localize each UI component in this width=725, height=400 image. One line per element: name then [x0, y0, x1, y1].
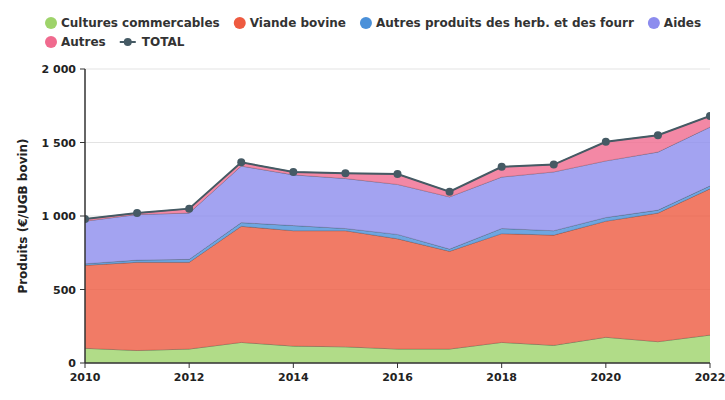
total-line	[85, 116, 710, 219]
total-marker	[446, 188, 454, 196]
x-tick-label: 2016	[382, 371, 413, 384]
total-marker	[185, 205, 193, 213]
y-tick-label: 2 000	[42, 63, 77, 76]
total-marker	[133, 209, 141, 217]
x-tick-label: 2020	[591, 371, 622, 384]
legend-item: Cultures commercables	[45, 16, 220, 30]
x-tick-label: 2018	[486, 371, 517, 384]
total-marker	[341, 169, 349, 177]
y-axis-label: Produits (€/UGB bovin)	[16, 138, 30, 293]
total-marker	[237, 158, 245, 166]
legend-label: TOTAL	[142, 35, 185, 49]
legend-swatch	[45, 36, 57, 48]
y-tick-label: 1 500	[42, 137, 77, 150]
grid-line	[85, 363, 710, 364]
area	[85, 116, 710, 221]
y-tick-label: 500	[53, 284, 76, 297]
total-marker	[289, 168, 297, 176]
y-tick-label: 0	[68, 357, 76, 370]
legend-swatch	[360, 17, 372, 29]
y-tick-label: 1 000	[42, 210, 77, 223]
total-marker	[394, 170, 402, 178]
legend-swatch	[45, 17, 57, 29]
legend-item: Autres	[45, 35, 106, 49]
x-tick-label: 2014	[278, 371, 309, 384]
legend-item: TOTAL	[120, 35, 185, 49]
total-marker	[550, 161, 558, 169]
x-tick-label: 2012	[174, 371, 205, 384]
legend-swatch	[648, 17, 660, 29]
legend-label: Cultures commercables	[61, 16, 220, 30]
area-edge	[85, 116, 710, 219]
y-axis	[84, 69, 86, 363]
total-marker	[706, 112, 710, 120]
x-axis	[85, 362, 710, 364]
grid-line	[85, 69, 710, 70]
total-marker	[602, 138, 610, 146]
legend-item: Viande bovine	[234, 16, 346, 30]
x-tick-label: 2010	[70, 371, 101, 384]
legend-label: Autres produits des herb. et des fourr	[376, 16, 634, 30]
legend-swatch	[124, 38, 132, 46]
total-marker	[654, 131, 662, 139]
legend-swatch	[234, 17, 246, 29]
plot-area	[85, 112, 710, 363]
x-tick-label: 2022	[695, 371, 725, 384]
total-marker	[498, 163, 506, 171]
legend-label: Autres	[61, 35, 106, 49]
legend-label: Aides	[664, 16, 701, 30]
legend-item: Aides	[648, 16, 701, 30]
legend-label: Viande bovine	[250, 16, 346, 30]
legend-item: Autres produits des herb. et des fourr	[360, 16, 634, 30]
chart: 0 500 1 000 1 500 2 000 2010 2012 2014 2016 2018 2…	[0, 0, 725, 400]
